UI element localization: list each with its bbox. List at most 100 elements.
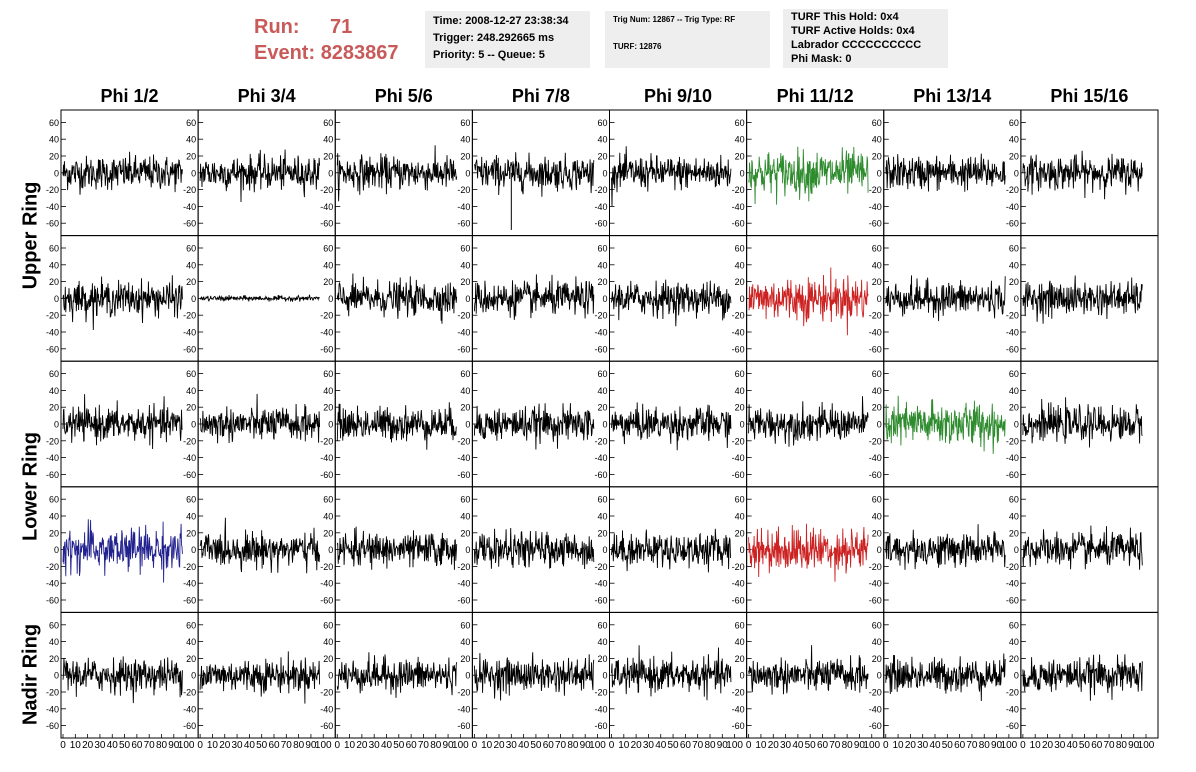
y-tick-label: -40 bbox=[183, 202, 196, 212]
y-tick-label: -20 bbox=[594, 311, 607, 321]
y-tick-label: -20 bbox=[183, 562, 196, 572]
y-tick-label: 20 bbox=[186, 528, 196, 538]
y-tick-label: 60 bbox=[1009, 244, 1019, 254]
x-tick-label: 70 bbox=[555, 740, 567, 751]
y-tick-label: -20 bbox=[46, 185, 59, 195]
y-tick-label: 60 bbox=[872, 244, 882, 254]
y-tick-label: 60 bbox=[323, 118, 333, 128]
y-tick-label: 0 bbox=[1014, 294, 1019, 304]
x-tick-label: 10 bbox=[1030, 740, 1042, 751]
x-tick-label: 80 bbox=[704, 740, 716, 751]
waveform-panel: -60 -40 -20 0 20 40 60 bbox=[46, 235, 199, 362]
y-tick-label: 40 bbox=[323, 637, 333, 647]
y-tick-label: 40 bbox=[49, 135, 59, 145]
x-tick-label: 100 bbox=[178, 740, 195, 751]
y-tick-label: -20 bbox=[183, 688, 196, 698]
y-tick-label: -40 bbox=[594, 704, 607, 714]
y-tick-label: 60 bbox=[323, 620, 333, 630]
y-tick-label: 60 bbox=[186, 118, 196, 128]
y-tick-label: 60 bbox=[460, 118, 470, 128]
y-tick-label: -40 bbox=[869, 202, 882, 212]
y-tick-label: 60 bbox=[735, 620, 745, 630]
y-tick-label: 20 bbox=[460, 277, 470, 287]
x-tick-label: 80 bbox=[842, 740, 854, 751]
y-tick-label: -60 bbox=[869, 219, 882, 229]
x-tick-label: 30 bbox=[1054, 740, 1066, 751]
x-tick-label: 50 bbox=[530, 740, 542, 751]
y-tick-label: -60 bbox=[183, 596, 196, 606]
waveform-trace bbox=[1022, 150, 1143, 200]
y-tick-label: 20 bbox=[186, 403, 196, 413]
y-tick-label: -60 bbox=[594, 470, 607, 480]
y-tick-label: 20 bbox=[872, 152, 882, 162]
y-tick-label: 20 bbox=[735, 403, 745, 413]
y-tick-label: 60 bbox=[186, 244, 196, 254]
y-tick-label: -60 bbox=[46, 721, 59, 731]
y-tick-label: -20 bbox=[1006, 311, 1019, 321]
column-header: Phi 9/10 bbox=[643, 86, 713, 106]
run-label: Run: bbox=[254, 16, 300, 38]
y-tick-label: 40 bbox=[1009, 386, 1019, 396]
y-tick-label: -60 bbox=[732, 470, 745, 480]
y-tick-label: -40 bbox=[183, 453, 196, 463]
y-tick-label: -60 bbox=[183, 721, 196, 731]
x-tick-label: 60 bbox=[131, 740, 143, 751]
y-tick-label: 0 bbox=[328, 168, 333, 178]
y-tick-label: -20 bbox=[594, 185, 607, 195]
x-tick-label: 70 bbox=[692, 740, 704, 751]
y-tick-label: 60 bbox=[49, 495, 59, 505]
y-tick-label: -20 bbox=[457, 688, 470, 698]
y-tick-label: 0 bbox=[54, 420, 59, 430]
x-tick-label: 0 bbox=[883, 740, 889, 751]
x-tick-label: 70 bbox=[829, 740, 841, 751]
y-tick-label: 20 bbox=[597, 152, 607, 162]
y-tick-label: -60 bbox=[457, 219, 470, 229]
y-tick-label: 40 bbox=[1009, 260, 1019, 270]
y-tick-label: 60 bbox=[186, 369, 196, 379]
y-tick-label: 0 bbox=[740, 168, 745, 178]
y-tick-label: -60 bbox=[183, 344, 196, 354]
x-tick-label: 40 bbox=[518, 740, 530, 751]
y-tick-label: 60 bbox=[186, 620, 196, 630]
y-tick-label: -40 bbox=[320, 579, 333, 589]
x-tick-label: 10 bbox=[207, 740, 219, 751]
x-tick-label: 10 bbox=[481, 740, 493, 751]
y-tick-label: -60 bbox=[46, 596, 59, 606]
y-tick-label: -20 bbox=[320, 436, 333, 446]
waveform-panel: -60 -40 -20 0 20 40 60 bbox=[594, 360, 748, 488]
y-tick-label: 20 bbox=[460, 528, 470, 538]
y-tick-label: 0 bbox=[740, 671, 745, 681]
y-tick-label: 60 bbox=[460, 620, 470, 630]
y-tick-label: 40 bbox=[186, 512, 196, 522]
y-tick-label: 0 bbox=[1014, 545, 1019, 555]
waveform-trace bbox=[473, 274, 595, 320]
y-tick-label: -60 bbox=[457, 596, 470, 606]
y-tick-label: -20 bbox=[869, 436, 882, 446]
y-tick-label: 0 bbox=[465, 294, 470, 304]
trig-info-box: Trig Num: 12867 -- Trig Type: RF TURF: 1… bbox=[605, 11, 770, 68]
y-tick-label: 0 bbox=[54, 671, 59, 681]
y-tick-label: 60 bbox=[1009, 118, 1019, 128]
waveform-trace bbox=[748, 645, 869, 695]
waveform-panel: -60 -40 -20 0 20 40 60 bbox=[183, 109, 336, 237]
y-tick-label: -60 bbox=[320, 721, 333, 731]
waveform-trace bbox=[885, 653, 1006, 702]
y-tick-label: 20 bbox=[323, 654, 333, 664]
x-tick-label: 60 bbox=[1091, 740, 1103, 751]
y-tick-label: -20 bbox=[457, 562, 470, 572]
waveform-panel: -60 -40 -20 0 20 40 60 bbox=[320, 360, 473, 488]
y-tick-label: 60 bbox=[1009, 495, 1019, 505]
y-tick-label: 0 bbox=[191, 168, 196, 178]
x-tick-label: 60 bbox=[543, 740, 555, 751]
y-tick-label: 40 bbox=[186, 386, 196, 396]
y-tick-label: 0 bbox=[191, 545, 196, 555]
y-tick-label: -20 bbox=[732, 562, 745, 572]
y-tick-label: 20 bbox=[1009, 528, 1019, 538]
y-tick-label: -40 bbox=[1006, 704, 1019, 714]
x-tick-label: 70 bbox=[418, 740, 430, 751]
waveform-panel: -60 -40 -20 0 20 40 60 bbox=[1006, 360, 1159, 488]
waveform-trace bbox=[611, 279, 732, 327]
y-tick-label: 0 bbox=[191, 671, 196, 681]
x-tick-label: 60 bbox=[954, 740, 966, 751]
